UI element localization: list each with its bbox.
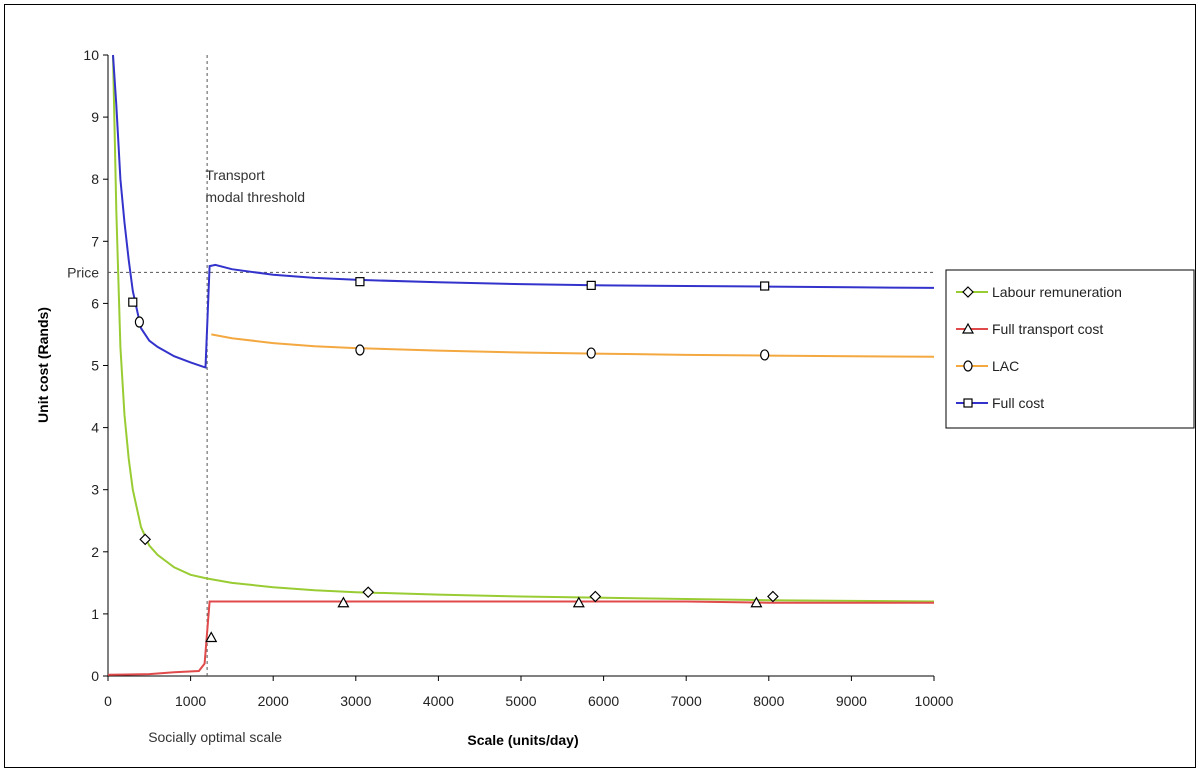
transport-threshold-annotation: Transport bbox=[205, 167, 265, 183]
x-tick-label: 5000 bbox=[505, 693, 536, 709]
series-marker-0 bbox=[589, 590, 602, 603]
series-marker-3 bbox=[355, 277, 365, 287]
socially-optimal-scale-label: Socially optimal scale bbox=[148, 729, 282, 745]
y-axis-title: Unit cost (Rands) bbox=[35, 307, 51, 423]
y-tick-label: 10 bbox=[83, 47, 99, 63]
legend-entry-label: LAC bbox=[992, 358, 1019, 374]
series-marker-1 bbox=[205, 631, 218, 643]
price-label: Price bbox=[67, 264, 99, 280]
legend-box bbox=[945, 269, 1195, 429]
series-marker-2 bbox=[134, 316, 144, 328]
x-tick-label: 7000 bbox=[671, 693, 702, 709]
legend-swatch-marker bbox=[961, 322, 975, 334]
series-marker-1 bbox=[337, 596, 350, 608]
y-tick-label: 2 bbox=[91, 544, 99, 560]
legend-entry-label: Full cost bbox=[992, 395, 1044, 411]
chart-labels: Scale (units/day) Unit cost (Rands) Price S… bbox=[35, 167, 579, 748]
series-line-2 bbox=[211, 333, 935, 358]
x-tick-label: 3000 bbox=[340, 693, 371, 709]
legend-swatch-marker bbox=[963, 360, 973, 372]
series-marker-1 bbox=[572, 596, 585, 608]
x-tick-label: 0 bbox=[104, 693, 112, 709]
y-tick-label: 0 bbox=[91, 668, 99, 684]
series-marker-0 bbox=[767, 590, 779, 603]
series-marker-2 bbox=[586, 347, 596, 359]
series-line-1 bbox=[107, 600, 934, 676]
series-marker-0 bbox=[362, 586, 375, 599]
x-tick-label: 1000 bbox=[175, 693, 206, 709]
legend-swatch-marker bbox=[963, 398, 973, 408]
series-line-0 bbox=[112, 54, 935, 603]
y-tick-label: 8 bbox=[91, 171, 99, 187]
y-tick-label: 7 bbox=[91, 233, 99, 249]
legend-entry-label: Labour remuneration bbox=[992, 284, 1122, 300]
x-tick-label: 6000 bbox=[588, 693, 619, 709]
series-marker-3 bbox=[586, 280, 596, 290]
y-tick-label: 5 bbox=[91, 358, 99, 374]
chart-axes: 0 1 2 3 4 5 6 7 8 9 10 0 1000 2000 3000 4000 5000 6000 700… bbox=[83, 47, 953, 709]
series-marker-2 bbox=[355, 344, 365, 356]
x-tick-label: 2000 bbox=[258, 693, 289, 709]
reference-lines bbox=[108, 55, 934, 676]
legend: Labour remuneration Full transport cost LA… bbox=[945, 269, 1195, 429]
series-line-3 bbox=[112, 54, 935, 369]
series-marker-3 bbox=[128, 297, 138, 307]
legend-entry-label: Full transport cost bbox=[992, 321, 1103, 337]
y-tick-label: 3 bbox=[91, 482, 99, 498]
x-tick-label: 9000 bbox=[836, 693, 867, 709]
y-tick-label: 1 bbox=[91, 606, 99, 622]
series-lines bbox=[107, 54, 935, 676]
y-tick-label: 4 bbox=[91, 420, 99, 436]
y-tick-label: 6 bbox=[91, 295, 99, 311]
x-tick-label: 8000 bbox=[753, 693, 784, 709]
legend-swatch-marker bbox=[962, 286, 974, 298]
series-marker-0 bbox=[139, 533, 152, 546]
series-markers bbox=[128, 277, 779, 643]
x-axis-title: Scale (units/day) bbox=[467, 732, 578, 748]
x-tick-label: 4000 bbox=[423, 693, 454, 709]
y-tick-label: 9 bbox=[91, 109, 99, 125]
series-marker-2 bbox=[760, 349, 770, 361]
transport-threshold-annotation: modal threshold bbox=[205, 189, 305, 205]
series-marker-1 bbox=[750, 596, 763, 608]
series-marker-3 bbox=[760, 281, 770, 291]
x-tick-label: 10000 bbox=[915, 693, 954, 709]
